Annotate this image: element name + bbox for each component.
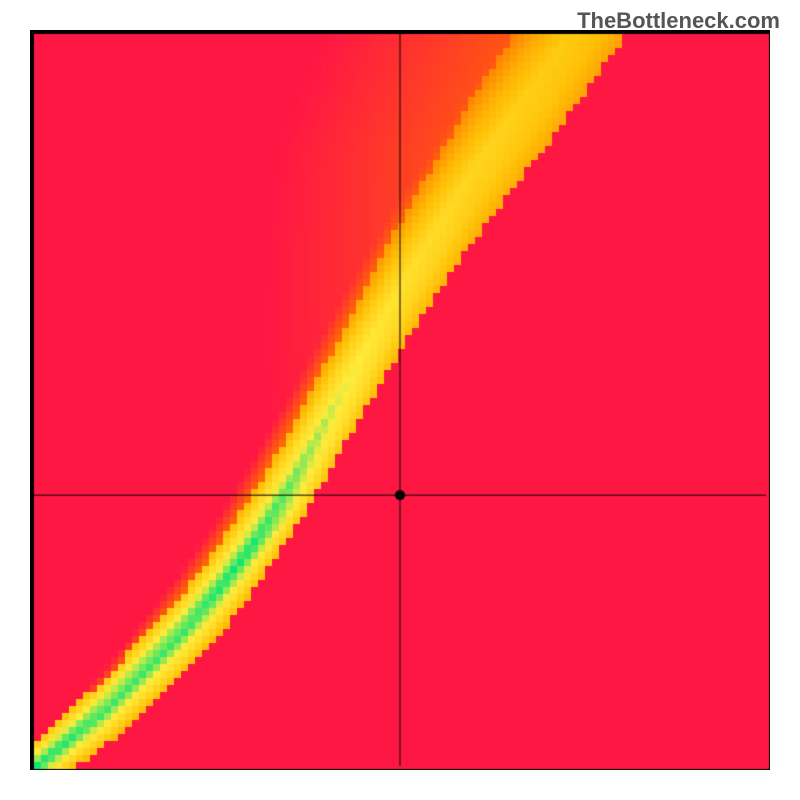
heatmap-canvas [30, 30, 770, 770]
attribution-label: TheBottleneck.com [577, 8, 780, 34]
heatmap-plot [30, 30, 770, 770]
chart-container: TheBottleneck.com [0, 0, 800, 800]
